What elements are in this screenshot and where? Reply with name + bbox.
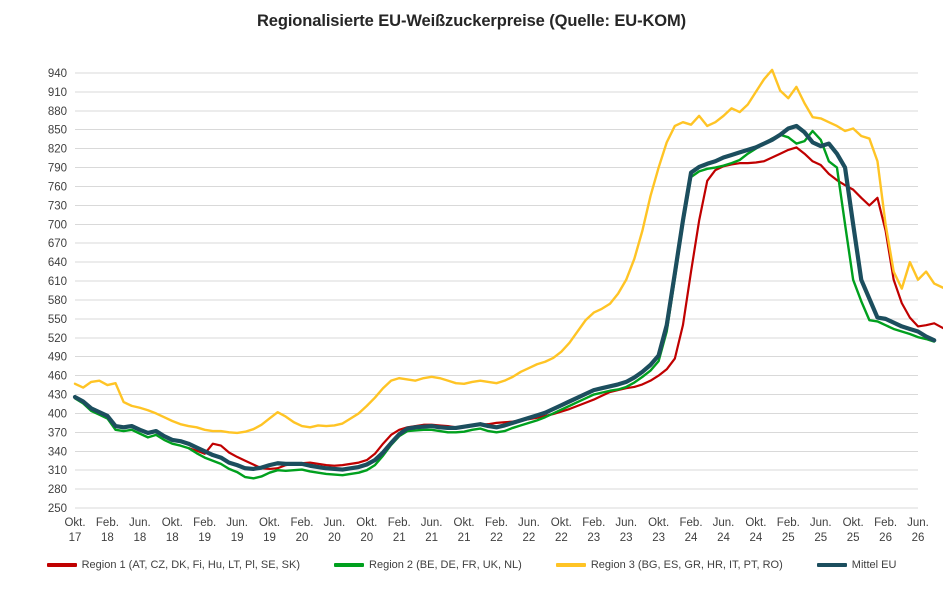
x-axis-tick-month: Jun. [713,517,735,529]
x-axis-tick-year: 21 [425,532,438,544]
y-axis-tick-label: 430 [48,390,67,402]
x-axis-tick-year: 26 [879,532,892,544]
x-axis-tick-year: 19 [263,532,276,544]
y-axis-tick-label: 700 [48,219,67,231]
x-axis-tick-year: 25 [847,532,860,544]
x-axis-tick-month: Feb. [777,517,800,529]
y-axis-tick-label: 730 [48,200,67,212]
y-axis-tick-label: 910 [48,87,67,99]
x-axis-tick-year: 22 [555,532,568,544]
x-axis-tick-year: 24 [717,532,730,544]
y-axis-tick-label: 610 [48,276,67,288]
y-axis-tick-label: 550 [48,314,67,326]
x-axis-tick-month: Okt. [356,517,377,529]
x-axis-tick-month: Okt. [648,517,669,529]
series-line [73,129,936,480]
legend-label: Region 3 (BG, ES, GR, HR, IT, PT, RO) [590,559,783,571]
series-line [187,146,943,471]
x-axis-tick-month: Feb. [485,517,508,529]
x-axis-tick-year: 22 [490,532,503,544]
x-axis-tick-month: Jun. [226,517,248,529]
y-axis-tick-label: 490 [48,352,67,364]
x-axis-tick-year: 23 [652,532,665,544]
x-axis-tick-month: Feb. [388,517,411,529]
legend-region-1[interactable]: Region 1 (AT, CZ, DK, Fi, Hu, LT, Pl, SE… [46,559,301,571]
y-axis-tick-label: 520 [48,333,67,345]
x-axis-tick-year: 24 [685,532,698,544]
x-axis-tick-month: Feb. [290,517,313,529]
x-axis-tick-month: Okt. [745,517,766,529]
x-axis-tick-month: Okt. [259,517,280,529]
x-axis-tick-year: 21 [458,532,471,544]
x-axis-tick-year: 17 [69,532,82,544]
x-axis-tick-month: Jun. [518,517,540,529]
y-axis-tick-label: 250 [48,503,67,515]
x-axis-tick-month: Okt. [162,517,183,529]
x-axis-tick-month: Feb. [582,517,605,529]
x-axis-tick-month: Jun. [324,517,346,529]
x-axis-tick-month: Okt. [843,517,864,529]
x-axis-tick-year: 26 [912,532,925,544]
legend-label: Mittel EU [851,559,897,571]
y-axis-tick-label: 790 [48,163,67,175]
x-axis-tick-year: 19 [231,532,244,544]
x-axis-tick-month: Jun. [421,517,443,529]
legend-label: Region 2 (BE, DE, FR, UK, NL) [369,559,522,571]
y-axis-tick-label: 580 [48,295,67,307]
x-axis-tick-month: Okt. [64,517,85,529]
x-axis-tick-year: 20 [328,532,341,544]
legend-color-swatch [555,563,586,567]
x-axis-tick-month: Okt. [551,517,572,529]
x-axis-tick-month: Feb. [680,517,703,529]
legend-color-swatch [816,563,847,567]
x-axis-tick-year: 20 [360,532,373,544]
legend-label: Region 1 (AT, CZ, DK, Fi, Hu, LT, Pl, SE… [81,559,301,571]
x-axis-tick-month: Okt. [454,517,475,529]
x-axis-tick-year: 19 [198,532,211,544]
x-axis-tick-year: 18 [166,532,179,544]
y-axis-tick-label: 310 [48,465,67,477]
y-axis-tick-label: 340 [48,446,67,458]
x-axis-tick-year: 23 [620,532,633,544]
y-axis-tick-label: 460 [48,371,67,383]
legend-region-2[interactable]: Region 2 (BE, DE, FR, UK, NL) [334,559,522,571]
x-axis-tick-month: Feb. [96,517,119,529]
x-axis-tick-month: Jun. [810,517,832,529]
x-axis-tick-year: 20 [296,532,309,544]
x-axis-tick-year: 25 [782,532,795,544]
y-axis-tick-label: 280 [48,484,67,496]
legend-color-swatch [46,563,77,567]
y-axis-tick-label: 370 [48,427,67,439]
y-axis-tick-label: 400 [48,408,67,420]
y-axis-tick-label: 820 [48,144,67,156]
y-axis-tick-label: 940 [48,68,67,80]
x-axis-tick-year: 24 [749,532,762,544]
legend-mittel-eu[interactable]: Mittel EU [816,559,897,571]
x-axis-tick-year: 21 [393,532,406,544]
x-axis-tick-month: Feb. [874,517,897,529]
x-axis-tick-year: 23 [587,532,600,544]
x-axis-tick-year: 22 [523,532,536,544]
legend-region-3[interactable]: Region 3 (BG, ES, GR, HR, IT, PT, RO) [555,559,783,571]
x-axis-tick-year: 18 [101,532,114,544]
x-axis-tick-month: Jun. [907,517,929,529]
y-axis-tick-label: 880 [48,106,67,118]
series-line [72,123,937,472]
y-axis-tick-label: 760 [48,181,67,193]
x-axis-tick-year: 18 [133,532,146,544]
x-axis-tick-month: Jun. [615,517,637,529]
series-line [73,68,943,435]
legend-color-swatch [334,563,365,567]
chart-legend: Region 1 (AT, CZ, DK, Fi, Hu, LT, Pl, SE… [0,559,943,571]
x-axis-tick-year: 25 [814,532,827,544]
chart-title: Regionalisierte EU-Weißzuckerpreise (Que… [256,12,687,30]
y-axis-tick-label: 670 [48,238,67,250]
y-axis-tick-label: 640 [48,257,67,269]
x-axis-tick-month: Feb. [193,517,216,529]
x-axis-tick-month: Jun. [129,517,151,529]
y-axis-tick-label: 850 [48,125,67,137]
